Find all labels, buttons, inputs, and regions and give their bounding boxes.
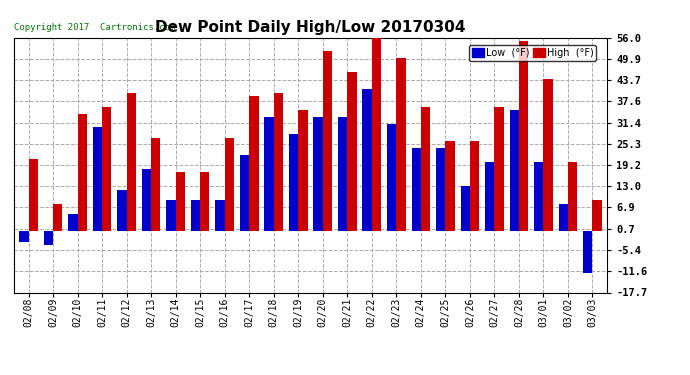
- Bar: [289, 134, 298, 231]
- Bar: [92, 128, 102, 231]
- Bar: [249, 96, 259, 231]
- Bar: [151, 138, 161, 231]
- Bar: [583, 231, 593, 273]
- Bar: [559, 204, 568, 231]
- Bar: [166, 200, 176, 231]
- Bar: [436, 148, 445, 231]
- Bar: [191, 200, 200, 231]
- Bar: [568, 162, 578, 231]
- Bar: [485, 162, 495, 231]
- Bar: [313, 117, 323, 231]
- Bar: [544, 79, 553, 231]
- Bar: [510, 110, 519, 231]
- Bar: [338, 117, 347, 231]
- Bar: [142, 169, 151, 231]
- Title: Dew Point Daily High/Low 20170304: Dew Point Daily High/Low 20170304: [155, 20, 466, 35]
- Bar: [445, 141, 455, 231]
- Bar: [117, 190, 126, 231]
- Bar: [470, 141, 479, 231]
- Bar: [411, 148, 421, 231]
- Bar: [176, 172, 185, 231]
- Bar: [372, 34, 381, 231]
- Bar: [495, 107, 504, 231]
- Bar: [28, 159, 38, 231]
- Bar: [77, 114, 87, 231]
- Bar: [274, 93, 283, 231]
- Bar: [68, 214, 77, 231]
- Bar: [519, 41, 529, 231]
- Bar: [43, 231, 53, 245]
- Bar: [53, 204, 62, 231]
- Bar: [421, 107, 430, 231]
- Bar: [126, 93, 136, 231]
- Bar: [593, 200, 602, 231]
- Bar: [264, 117, 274, 231]
- Bar: [200, 172, 210, 231]
- Bar: [215, 200, 225, 231]
- Bar: [460, 186, 470, 231]
- Bar: [362, 89, 372, 231]
- Bar: [396, 58, 406, 231]
- Bar: [298, 110, 308, 231]
- Bar: [102, 107, 111, 231]
- Bar: [534, 162, 544, 231]
- Legend: Low  (°F), High  (°F): Low (°F), High (°F): [469, 45, 596, 61]
- Bar: [347, 72, 357, 231]
- Text: Copyright 2017  Cartronics.com: Copyright 2017 Cartronics.com: [14, 23, 175, 32]
- Bar: [387, 124, 396, 231]
- Bar: [225, 138, 234, 231]
- Bar: [323, 51, 332, 231]
- Bar: [240, 155, 249, 231]
- Bar: [19, 231, 28, 242]
